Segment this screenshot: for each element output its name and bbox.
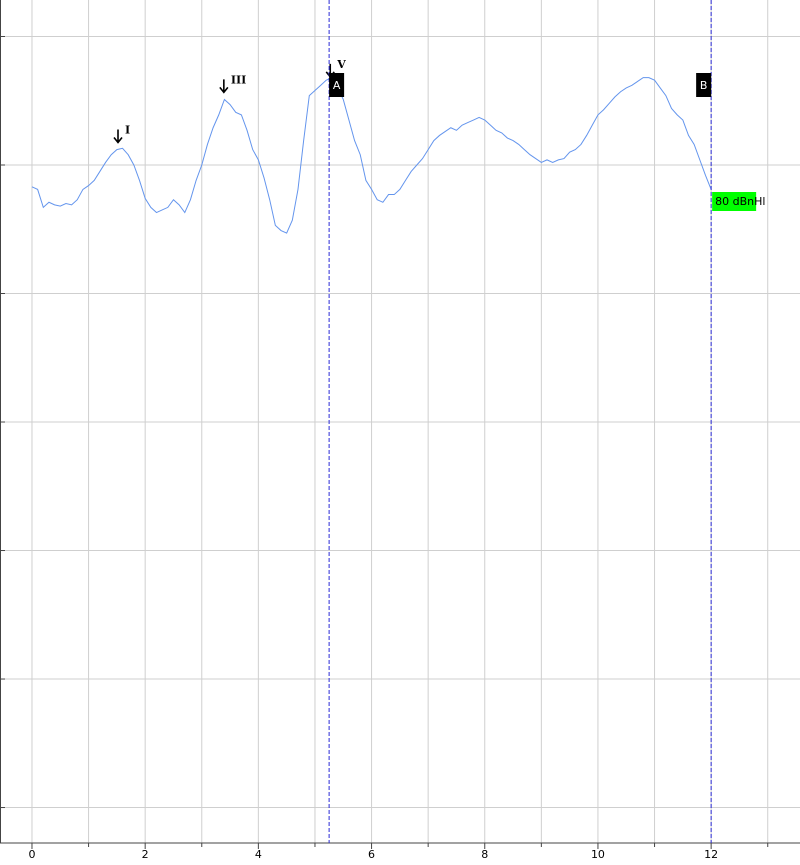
peak-label: III [231, 73, 246, 86]
waveform [31, 76, 712, 234]
cursor-box [696, 73, 712, 97]
x-tick-label: 2 [142, 848, 149, 861]
peak-label: I [125, 123, 130, 136]
x-tick-label: 0 [28, 848, 35, 861]
x-tick-label: 10 [591, 848, 605, 861]
x-tick-label: 4 [255, 848, 262, 861]
peak-arrow [219, 79, 229, 94]
cursor-box [329, 73, 345, 97]
level-box [712, 192, 757, 211]
cursor-label: B [700, 79, 708, 92]
cursor-label: A [333, 79, 341, 92]
x-tick-label: 12 [704, 848, 718, 861]
peak-label: V [336, 58, 346, 71]
x-tick-label: 6 [368, 848, 375, 861]
x-tick-label: 8 [481, 848, 488, 861]
level-label: 80 dBnHl [715, 195, 765, 208]
peak-arrow [113, 129, 123, 144]
